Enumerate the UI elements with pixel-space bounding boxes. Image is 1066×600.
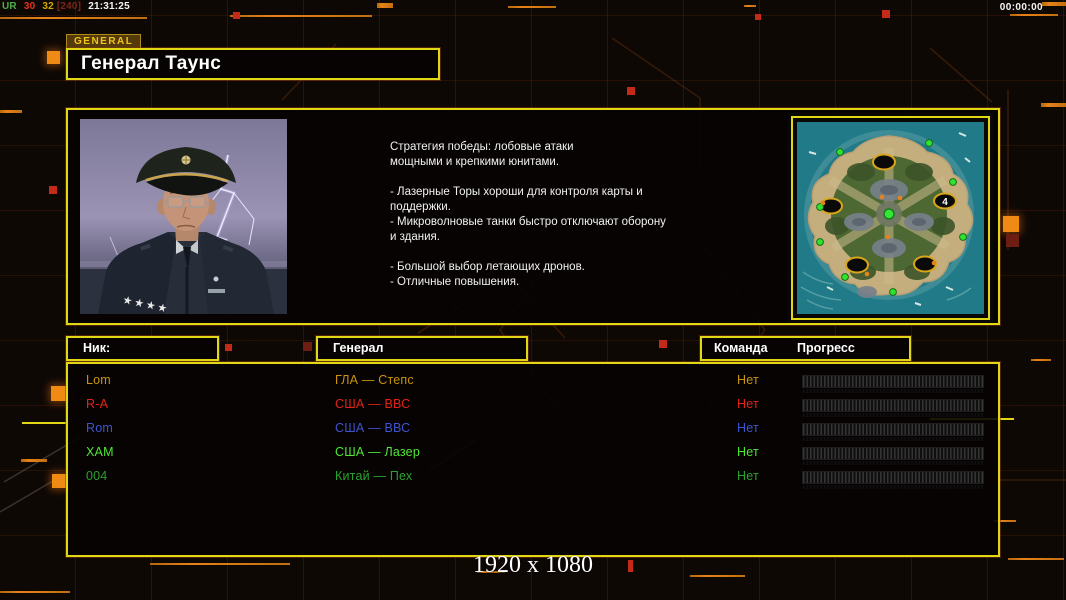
decor-dash	[21, 459, 47, 462]
decor-square	[755, 14, 761, 20]
player-nick: R-A	[86, 397, 109, 411]
player-nick: XAM	[86, 445, 114, 459]
player-row: Lom ГЛА — Степс Нет	[68, 369, 998, 393]
decor-dash	[994, 520, 1016, 522]
decor-square	[225, 344, 232, 351]
strategy-text: Стратегия победы: лобовые атаки мощными …	[390, 140, 730, 305]
player-team: Нет	[737, 397, 759, 411]
game-timer: 00:00:00	[999, 2, 1043, 13]
player-row: XAM США — Лазер Нет	[68, 441, 998, 465]
player-team: Нет	[737, 373, 759, 387]
column-header-nick: Ник:	[66, 336, 219, 361]
decor-line	[0, 591, 70, 593]
general-portrait: ★★★★	[80, 119, 287, 316]
decor-line	[22, 422, 66, 424]
progress-bar	[802, 423, 984, 441]
decor-square	[47, 51, 60, 64]
decor-dash	[1042, 2, 1066, 6]
decor-line	[230, 15, 372, 17]
player-general: США — ВВС	[335, 421, 411, 435]
decor-dash	[477, 571, 505, 573]
decor-square	[1003, 216, 1019, 232]
general-title: Генерал Таунс	[81, 53, 222, 74]
decor-dash	[1031, 359, 1051, 361]
decor-line	[150, 563, 290, 565]
decor-square	[627, 87, 635, 95]
player-general: Китай — Пех	[335, 469, 413, 483]
status-segment: UR	[2, 1, 17, 12]
progress-bar	[802, 375, 984, 393]
progress-bar	[802, 471, 984, 489]
strategy-paragraph: Стратегия победы: лобовые атаки мощными …	[390, 141, 574, 168]
strategy-paragraph: - Лазерные Торы хороши для контроля карт…	[390, 186, 666, 243]
decor-line	[0, 110, 22, 113]
decor-square	[51, 386, 66, 401]
strategy-paragraph: - Большой выбор летающих дронов. - Отлич…	[390, 261, 585, 288]
status-bar-left: UR 30 32 [240] 21:31:25	[2, 1, 134, 12]
players-panel: Lom ГЛА — Степс Нет R-A США — ВВС Нет Ro…	[66, 362, 1000, 557]
decor-line	[0, 17, 147, 19]
decor-dash	[1041, 103, 1066, 107]
status-segment: 30	[23, 1, 36, 12]
decor-line	[690, 575, 745, 577]
player-nick: Lom	[86, 373, 111, 387]
player-general: ГЛА — Степс	[335, 373, 414, 387]
player-general: США — ВВС	[335, 397, 411, 411]
decor-square	[233, 12, 240, 19]
decor-square	[303, 342, 312, 351]
map-start-marker-label: 4	[942, 197, 948, 208]
progress-bar	[802, 399, 984, 417]
column-header-general: Генерал	[316, 336, 528, 361]
decor-square	[882, 10, 890, 18]
column-header-progress: Прогресс	[797, 341, 855, 355]
resolution-label: 1920 x 1080	[473, 552, 593, 578]
decor-line	[508, 6, 556, 8]
player-general: США — Лазер	[335, 445, 420, 459]
progress-bar	[802, 447, 984, 465]
player-row: R-A США — ВВС Нет	[68, 393, 998, 417]
column-header-team-progress: Команда Прогресс	[700, 336, 911, 361]
player-nick: 004	[86, 469, 108, 483]
general-tab: GENERAL	[66, 34, 142, 49]
decor-dash	[377, 3, 393, 8]
map-preview: 4	[788, 113, 993, 323]
player-row: 004 Китай — Пех Нет	[68, 465, 998, 489]
column-header-team: Команда	[714, 341, 768, 355]
player-nick: Rom	[86, 421, 113, 435]
decor-square	[49, 186, 57, 194]
status-segment: [240]	[56, 1, 82, 12]
general-title-box: Генерал Таунс	[66, 48, 440, 80]
player-row: Rom США — ВВС Нет	[68, 417, 998, 441]
decor-line	[1010, 14, 1058, 16]
player-team: Нет	[737, 469, 759, 483]
decor-square	[52, 474, 66, 488]
status-clock: 21:31:25	[88, 1, 130, 12]
decor-square	[659, 340, 667, 348]
decor-square	[628, 560, 633, 572]
status-segment: 32	[42, 1, 54, 12]
decor-line	[1008, 558, 1064, 560]
decor-square	[1006, 234, 1019, 247]
general-info-panel: ★★★★ Стратегия победы: лобовые атаки мощ…	[66, 108, 1000, 325]
player-team: Нет	[737, 445, 759, 459]
player-team: Нет	[737, 421, 759, 435]
decor-dash	[744, 5, 756, 7]
